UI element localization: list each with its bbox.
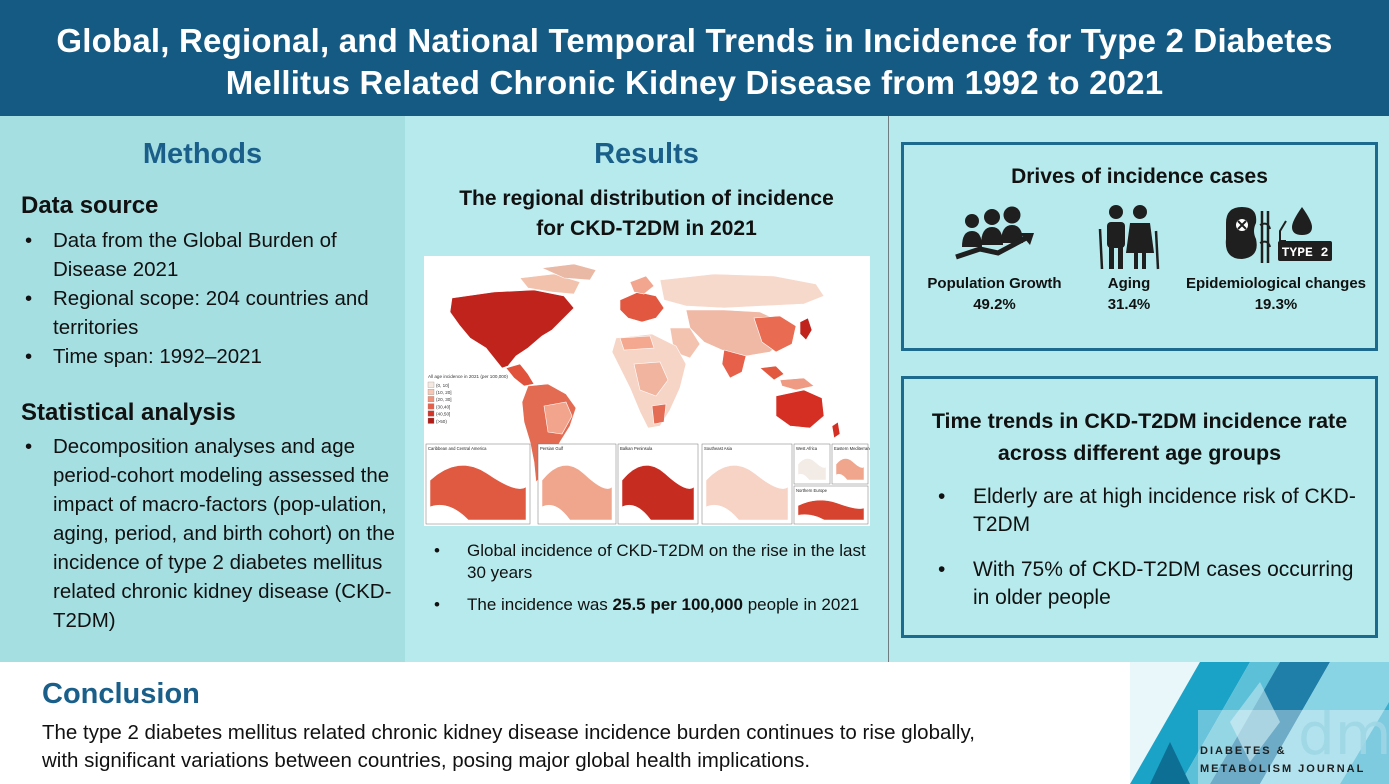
time-trends-list: Elderly are at high incidence risk of CK… (934, 483, 1364, 629)
map-inset-label: Balkan Peninsula (620, 446, 653, 451)
results-bullets: Global incidence of CKD-T2DM on the rise… (424, 540, 884, 626)
map-inset-label: Persian Gulf (540, 446, 564, 451)
driver-value: 31.4% (1107, 296, 1151, 313)
conclusion-title: Conclusion (42, 678, 200, 710)
map-title-line-1: The regional distribution of incidence (459, 187, 834, 210)
list-item: Regional scope: 204 countries and territ… (21, 284, 391, 342)
logo-mark: dmj (1298, 700, 1389, 768)
results-panel: Results The regional distribution of inc… (405, 116, 888, 662)
bullet-text: The incidence was (467, 595, 613, 614)
map-inset-label: Southeast Asia (704, 446, 733, 451)
list-item: Data from the Global Burden of Disease 2… (21, 226, 391, 284)
map-legend-title: All age incidence in 2021 (per 100,000) (428, 374, 508, 379)
map-inset-region (621, 465, 695, 521)
list-item: The incidence was 25.5 per 100,000 peopl… (424, 594, 884, 616)
logo-line-2: METABOLISM JOURNAL (1200, 763, 1365, 775)
legend-label: (10, 20] (436, 390, 452, 395)
list-item: Global incidence of CKD-T2DM on the rise… (424, 540, 884, 584)
legend-label: (30,40] (436, 404, 450, 409)
time-trends-box: Time trends in CKD-T2DM incidence rate a… (901, 376, 1378, 638)
statistical-analysis-list: Decomposition analyses and age period-co… (21, 432, 395, 635)
world-map-graphic: All age incidence in 2021 (per 100,000) … (425, 263, 877, 525)
time-trends-title: Time trends in CKD-T2DM incidence rate a… (904, 405, 1375, 469)
map-inset-region (797, 499, 865, 521)
time-trends-title-line-2: across different age groups (997, 441, 1282, 465)
legend-label: (40,50] (436, 412, 450, 417)
legend-swatch (427, 403, 435, 410)
logo-line-1: DIABETES & (1200, 745, 1287, 757)
drivers-panel: Drives of incidence cases Population Gro… (888, 116, 1389, 662)
incidence-value: 25.5 per 100,000 (612, 595, 743, 614)
driver-label: Epidemiological changes (1185, 275, 1367, 292)
data-source-heading: Data source (21, 192, 159, 219)
drivers-title: Drives of incidence cases (1011, 165, 1268, 188)
legend-label: (>50) (436, 419, 447, 424)
population-growth-icon (954, 206, 1034, 260)
bullet-text: people in 2021 (742, 595, 860, 614)
methods-panel: Methods Data source Data from the Global… (0, 116, 405, 662)
driver-population-growth: Population Growth 49.2% (912, 203, 1077, 315)
conclusion-line-2: with significant variations between coun… (42, 749, 811, 772)
drivers-box: Drives of incidence cases Population Gro… (901, 142, 1378, 351)
page-header: Global, Regional, and National Temporal … (0, 0, 1389, 116)
legend-swatch (427, 389, 435, 395)
title-line-1: Global, Regional, and National Temporal … (56, 22, 1333, 59)
map-legend: (0, 10] (10, 20] (20, 30] (30,40] (40,50] (>5… (427, 381, 452, 424)
map-inset-region (705, 465, 789, 521)
list-item: With 75% of CKD-T2DM cases occurring in … (934, 556, 1364, 612)
list-item: Elderly are at high incidence risk of CK… (934, 483, 1364, 539)
time-trends-title-line-1: Time trends in CKD-T2DM incidence rate (931, 409, 1348, 433)
title-line-2: Mellitus Related Chronic Kidney Disease … (225, 64, 1164, 101)
map-inset-region (797, 458, 827, 481)
legend-swatch (427, 417, 435, 424)
statistical-analysis-heading: Statistical analysis (21, 399, 236, 426)
legend-swatch (427, 396, 435, 403)
list-item: Time span: 1992–2021 (21, 342, 391, 371)
kidney-diabetes-icon: TYPE 2 (1225, 207, 1332, 263)
conclusion-section: Conclusion The type 2 diabetes mellitus … (0, 662, 1389, 784)
results-title: Results (594, 138, 699, 170)
map-inset-region (835, 458, 865, 481)
map-inset-label: Caribbean and Central America (428, 446, 487, 451)
map-inset-region (541, 465, 613, 521)
list-item: Decomposition analyses and age period-co… (21, 432, 395, 635)
elderly-couple-icon (1098, 205, 1160, 270)
map-inset-label: Northern Europe (796, 488, 828, 493)
map-inset-label: West Africa (796, 446, 818, 451)
methods-title: Methods (142, 138, 263, 170)
conclusion-line-1: The type 2 diabetes mellitus related chr… (42, 721, 975, 744)
map-insets: Caribbean and Central America Persian Gul… (425, 443, 877, 525)
driver-epidemiological: TYPE 2 Epidemiological changes 19.3% (1176, 203, 1376, 315)
driver-value: 49.2% (973, 296, 1016, 313)
legend-swatch (427, 381, 435, 388)
map-title-line-2: for CKD-T2DM in 2021 (536, 217, 757, 240)
driver-value: 19.3% (1254, 296, 1298, 313)
journal-logo: dmj DIABETES & METABOLISM JOURNAL (1130, 662, 1389, 784)
map-inset-label: Eastern Mediterranean (834, 446, 870, 451)
driver-aging: Aging 31.4% (1084, 203, 1174, 315)
legend-swatch (427, 410, 435, 417)
world-incidence-map: All age incidence in 2021 (per 100,000) … (424, 256, 877, 526)
data-source-list: Data from the Global Burden of Disease 2… (21, 226, 391, 371)
type2-badge: TYPE 2 (1282, 245, 1329, 260)
map-inset-region (429, 465, 527, 521)
driver-label: Aging (1107, 275, 1151, 292)
map-title: The regional distribution of incidence f… (405, 184, 888, 244)
conclusion-text: The type 2 diabetes mellitus related chr… (42, 719, 1122, 775)
legend-label: (0, 10] (436, 383, 449, 388)
driver-label: Population Growth (927, 275, 1062, 292)
legend-label: (20, 30] (436, 397, 452, 402)
